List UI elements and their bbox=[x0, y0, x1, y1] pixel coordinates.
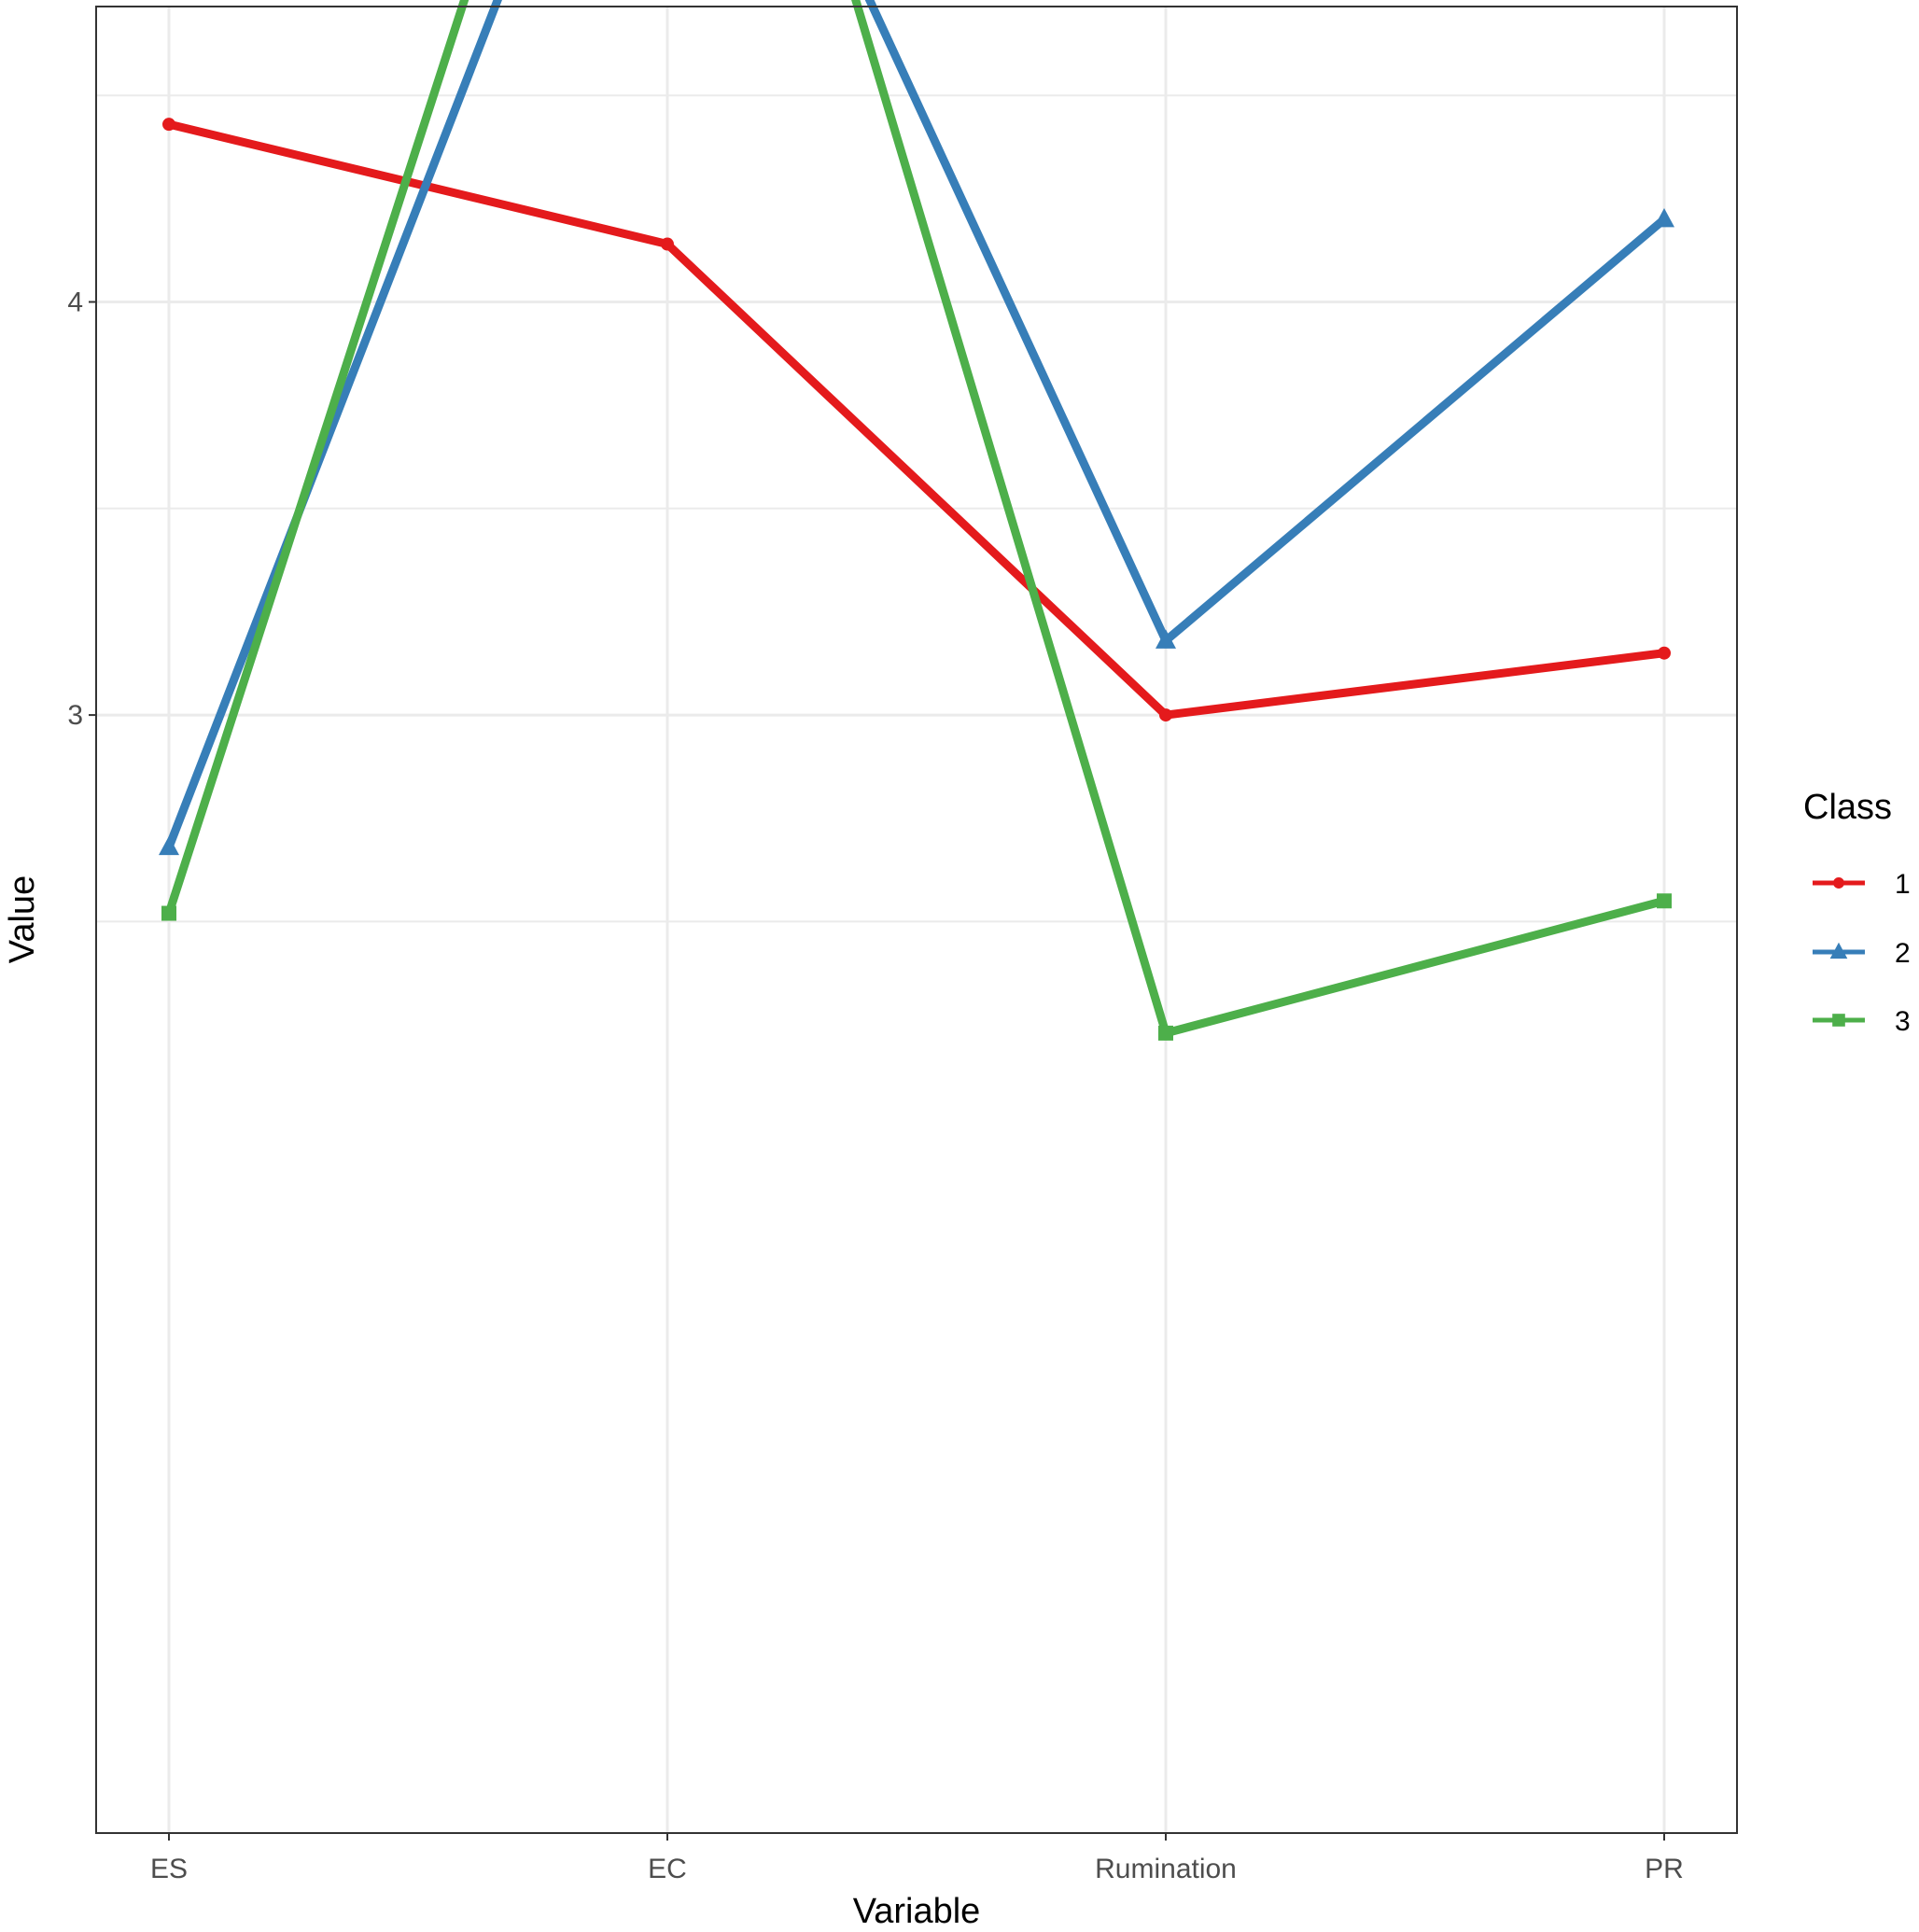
series-line-class-2 bbox=[164, 0, 1667, 849]
y-tick-label: 3 bbox=[67, 700, 83, 731]
legend-label: 2 bbox=[1895, 938, 1911, 969]
series-line-class-3 bbox=[164, 0, 1666, 1039]
data-point-class-2 bbox=[1156, 629, 1176, 649]
legend-key-marker bbox=[1832, 1014, 1845, 1027]
legend: Class 1 2 3 bbox=[1803, 788, 1911, 1037]
data-point-class-1 bbox=[1658, 646, 1671, 660]
legend-label: 1 bbox=[1895, 869, 1911, 900]
x-tick-label: PR bbox=[1645, 1854, 1684, 1884]
x-tick-label: EC bbox=[648, 1854, 687, 1884]
data-point-class-1 bbox=[661, 237, 674, 251]
legend-title: Class bbox=[1803, 788, 1892, 827]
data-point-class-1 bbox=[162, 118, 175, 132]
x-axis-title: Variable bbox=[853, 1892, 981, 1931]
data-point-class-1 bbox=[1159, 708, 1172, 722]
x-axis: ES EC Rumination PR bbox=[150, 1833, 1684, 1884]
data-point-class-2 bbox=[1654, 207, 1674, 228]
x-tick-label: ES bbox=[150, 1854, 188, 1884]
data-point-class-3 bbox=[161, 905, 176, 921]
series-markers bbox=[159, 118, 1674, 1041]
y-axis: 3456 bbox=[67, 287, 96, 731]
data-point-class-3 bbox=[1158, 1025, 1173, 1041]
y-axis-title: Value bbox=[3, 875, 42, 963]
y-tick-label: 4 bbox=[67, 287, 83, 318]
legend-key-marker bbox=[1833, 877, 1844, 889]
legend-label: 3 bbox=[1895, 1006, 1911, 1037]
plot-panel-border bbox=[95, 6, 1738, 1834]
legend-key-marker bbox=[1829, 942, 1848, 959]
data-point-class-3 bbox=[1657, 893, 1672, 909]
series-lines bbox=[164, 0, 1667, 1039]
x-tick-label: Rumination bbox=[1095, 1854, 1237, 1884]
plot-background bbox=[96, 7, 1737, 1833]
data-point-class-2 bbox=[159, 835, 179, 856]
series-line-class-1 bbox=[167, 119, 1665, 720]
